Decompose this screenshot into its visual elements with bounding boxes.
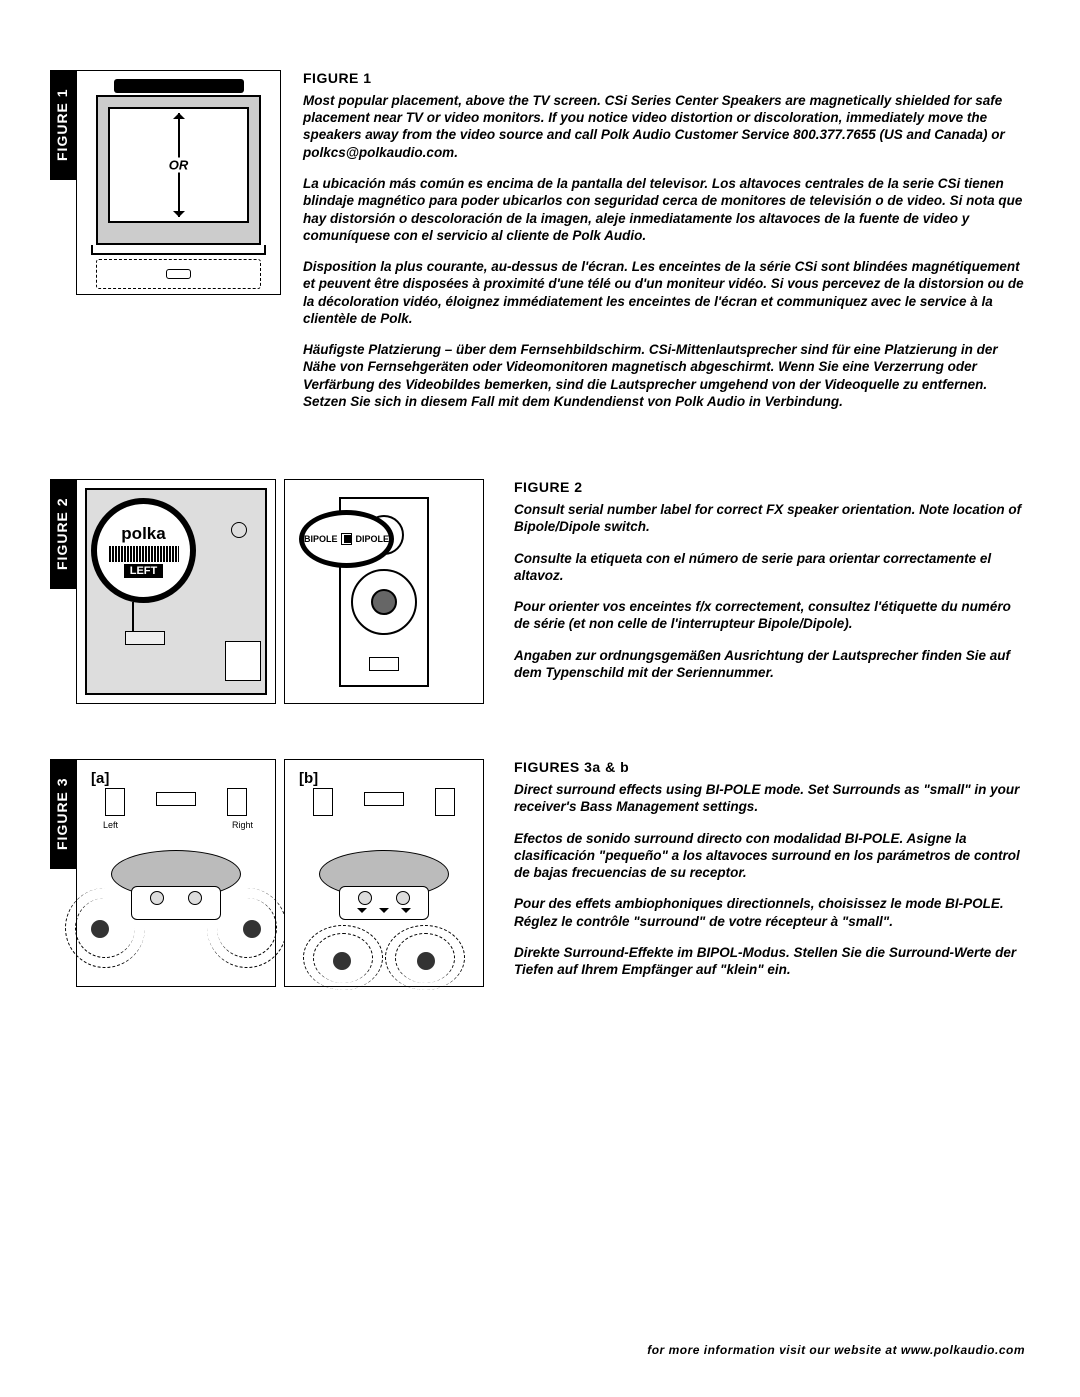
figure-3-en: Direct surround effects using BI-POLE mo… xyxy=(514,781,1025,816)
figure-3-de: Direkte Surround-Effekte im BIPOL-Modus.… xyxy=(514,944,1025,979)
figure-1-es: La ubicación más común es encima de la p… xyxy=(303,175,1025,244)
figure-2-en: Consult serial number label for correct … xyxy=(514,501,1025,536)
figure-3b-illustration: [b] xyxy=(284,759,484,987)
left-small-label: Left xyxy=(103,820,118,830)
figure-3a-illustration: [a] Left Right xyxy=(76,759,276,987)
dipole-label: DIPOLE xyxy=(355,534,389,544)
section-figure-1: FIGURE 1 OR FIGURE 1 Most popular placem… xyxy=(50,70,1025,424)
figure-1-tab: FIGURE 1 xyxy=(50,70,76,180)
figure-2-tab: FIGURE 2 xyxy=(50,479,76,589)
barcode-icon xyxy=(109,546,179,562)
figure-1-text: FIGURE 1 Most popular placement, above t… xyxy=(281,70,1025,424)
figure-3-heading: FIGURES 3a & b xyxy=(514,759,1025,777)
figure-1-en: Most popular placement, above the TV scr… xyxy=(303,92,1025,161)
figure-1-fr: Disposition la plus courante, au-dessus … xyxy=(303,258,1025,327)
figure-2-es: Consulte la etiqueta con el número de se… xyxy=(514,550,1025,585)
figure-2a-illustration: polka LEFT xyxy=(76,479,276,704)
label-b: [b] xyxy=(299,770,318,787)
figure-3-es: Efectos de sonido surround directo con m… xyxy=(514,830,1025,882)
section-figure-2: FIGURE 2 polka LEFT BIPOLE DIPOLE xyxy=(50,479,1025,704)
switch-icon xyxy=(341,533,353,545)
figure-1-de: Häufigste Platzierung – über dem Fernseh… xyxy=(303,341,1025,410)
footer-text: for more information visit our website a… xyxy=(647,1343,1025,1357)
figure-3-tab: FIGURE 3 xyxy=(50,759,76,869)
figure-1-heading: FIGURE 1 xyxy=(303,70,1025,88)
label-a: [a] xyxy=(91,770,109,787)
figure-2b-illustration: BIPOLE DIPOLE xyxy=(284,479,484,704)
figure-3-fr: Pour des effets ambiophoniques direction… xyxy=(514,895,1025,930)
figure-2-heading: FIGURE 2 xyxy=(514,479,1025,497)
left-label: LEFT xyxy=(124,564,164,578)
section-figure-3: FIGURE 3 [a] Left Right [b] xyxy=(50,759,1025,992)
figure-2-text: FIGURE 2 Consult serial number label for… xyxy=(484,479,1025,695)
figure-2-de: Angaben zur ordnungsgemäßen Ausrichtung … xyxy=(514,647,1025,682)
or-label: OR xyxy=(165,158,193,173)
figure-3-text: FIGURES 3a & b Direct surround effects u… xyxy=(484,759,1025,992)
bipole-label: BIPOLE xyxy=(304,534,338,544)
figure-1-illustration: OR xyxy=(76,70,281,295)
polk-logo: polka xyxy=(121,524,165,544)
right-small-label: Right xyxy=(232,820,253,830)
bipole-dipole-callout: BIPOLE DIPOLE xyxy=(299,510,394,568)
figure-2-fr: Pour orienter vos enceintes f/x correcte… xyxy=(514,598,1025,633)
